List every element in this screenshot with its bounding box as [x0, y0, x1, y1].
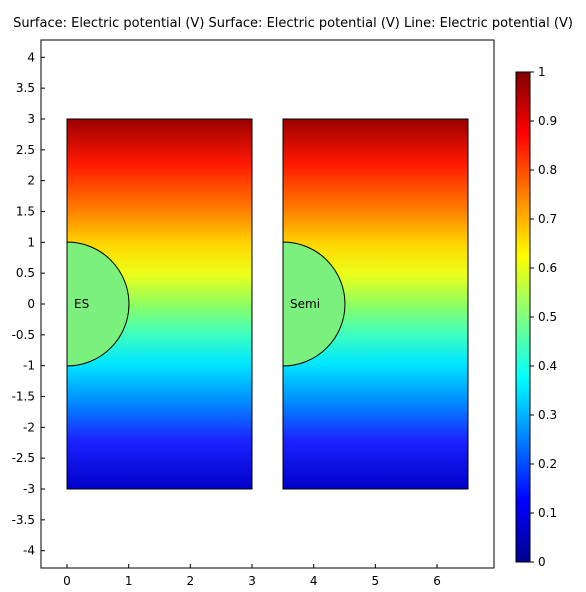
colorbar-ticks: 1 0.9 0.8 0.7 0.6 0.5 0.4 0.3 0.2 0.1 0 [530, 65, 557, 569]
y-tick-label: 0 [27, 297, 35, 311]
colorbar-tick-label: 0.2 [538, 457, 557, 471]
y-tick-label: 0.5 [16, 266, 35, 280]
y-tick-label: -2.5 [12, 451, 35, 465]
colorbar-tick-label: 1 [538, 65, 546, 79]
plot-title: Surface: Electric potential (V) Surface:… [13, 16, 573, 31]
y-axis: 4 3.5 3 2.5 2 1.5 1 0.5 0 -0.5 -1 -1.5 -2 -2.5 -3 -3.5 -… [12, 50, 45, 558]
y-tick-label: 3 [27, 112, 35, 126]
y-tick-label: 1 [27, 235, 35, 249]
colorbar [515, 71, 531, 563]
colorbar-tick-label: 0 [538, 555, 546, 569]
domain-label-es: ES [74, 297, 89, 311]
y-tick-label: 4 [27, 50, 35, 64]
x-tick-label: 3 [248, 574, 256, 588]
x-tick-label: 5 [372, 574, 380, 588]
colorbar-tick-label: 0.5 [538, 310, 557, 324]
domain-semi [282, 118, 469, 490]
x-tick-label: 1 [125, 574, 133, 588]
x-tick-label: 0 [63, 574, 71, 588]
colorbar-tick-label: 0.9 [538, 114, 557, 128]
inclusion-es [66, 241, 130, 367]
colorbar-tick-label: 0.3 [538, 408, 557, 422]
colorbar-tick-label: 0.8 [538, 163, 557, 177]
x-tick-label: 2 [187, 574, 195, 588]
y-tick-label: -3.5 [12, 513, 35, 527]
y-tick-label: 2.5 [16, 143, 35, 157]
domain-label-semi: Semi [290, 297, 320, 311]
y-tick-label: -2 [23, 420, 35, 434]
colorbar-tick-label: 0.1 [538, 506, 557, 520]
y-tick-label: 1.5 [16, 204, 35, 218]
y-tick-label: -0.5 [12, 328, 35, 342]
x-tick-label: 6 [433, 574, 441, 588]
x-axis: 0 1 2 3 4 5 6 [63, 564, 441, 588]
y-tick-label: -3 [23, 482, 35, 496]
colorbar-tick-label: 0.7 [538, 212, 557, 226]
y-tick-label: 3.5 [16, 81, 35, 95]
colorbar-tick-label: 0.6 [538, 261, 557, 275]
x-tick-label: 4 [310, 574, 318, 588]
y-tick-label: 2 [27, 174, 35, 188]
y-tick-label: -1.5 [12, 390, 35, 404]
y-tick-label: -4 [23, 544, 35, 558]
colorbar-tick-label: 0.4 [538, 359, 557, 373]
y-tick-label: -1 [23, 359, 35, 373]
inclusion-semi [282, 241, 346, 367]
